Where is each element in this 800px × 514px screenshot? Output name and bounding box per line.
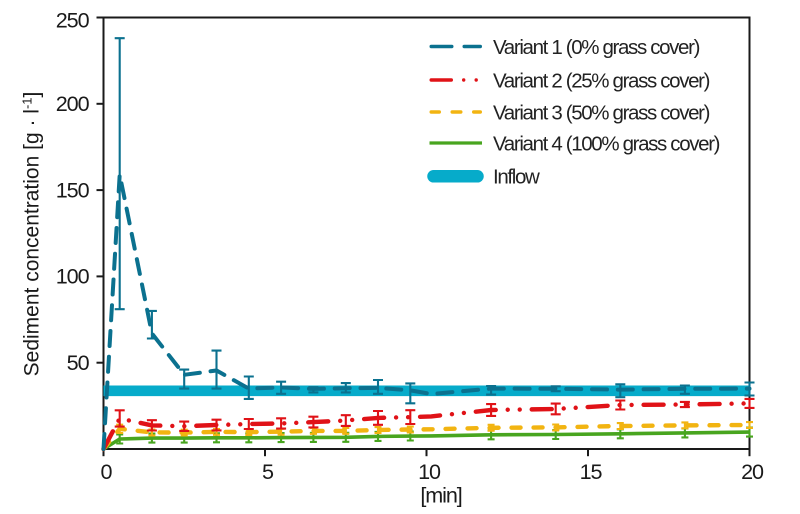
svg-text:10: 10 — [418, 459, 441, 484]
svg-text:Sediment concentration [g · l-: Sediment concentration [g · l-1] — [20, 92, 44, 377]
svg-text:Variant 2 (25% grass cover): Variant 2 (25% grass cover) — [493, 69, 710, 92]
svg-text:15: 15 — [580, 459, 603, 484]
svg-text:Variant 1 (0% grass cover): Variant 1 (0% grass cover) — [493, 36, 700, 59]
svg-text:50: 50 — [67, 350, 90, 375]
svg-text:150: 150 — [56, 177, 90, 202]
svg-text:5: 5 — [262, 459, 274, 484]
svg-text:[min]: [min] — [420, 483, 461, 508]
svg-text:Variant 3 (50% grass cover): Variant 3 (50% grass cover) — [493, 101, 710, 124]
svg-text:Inflow: Inflow — [493, 166, 540, 189]
svg-text:200: 200 — [56, 91, 90, 116]
svg-text:0: 0 — [101, 459, 113, 484]
svg-text:20: 20 — [741, 459, 764, 484]
svg-text:250: 250 — [56, 7, 90, 32]
svg-text:100: 100 — [56, 264, 90, 289]
svg-text:Variant 4 (100% grass cover): Variant 4 (100% grass cover) — [493, 132, 720, 155]
